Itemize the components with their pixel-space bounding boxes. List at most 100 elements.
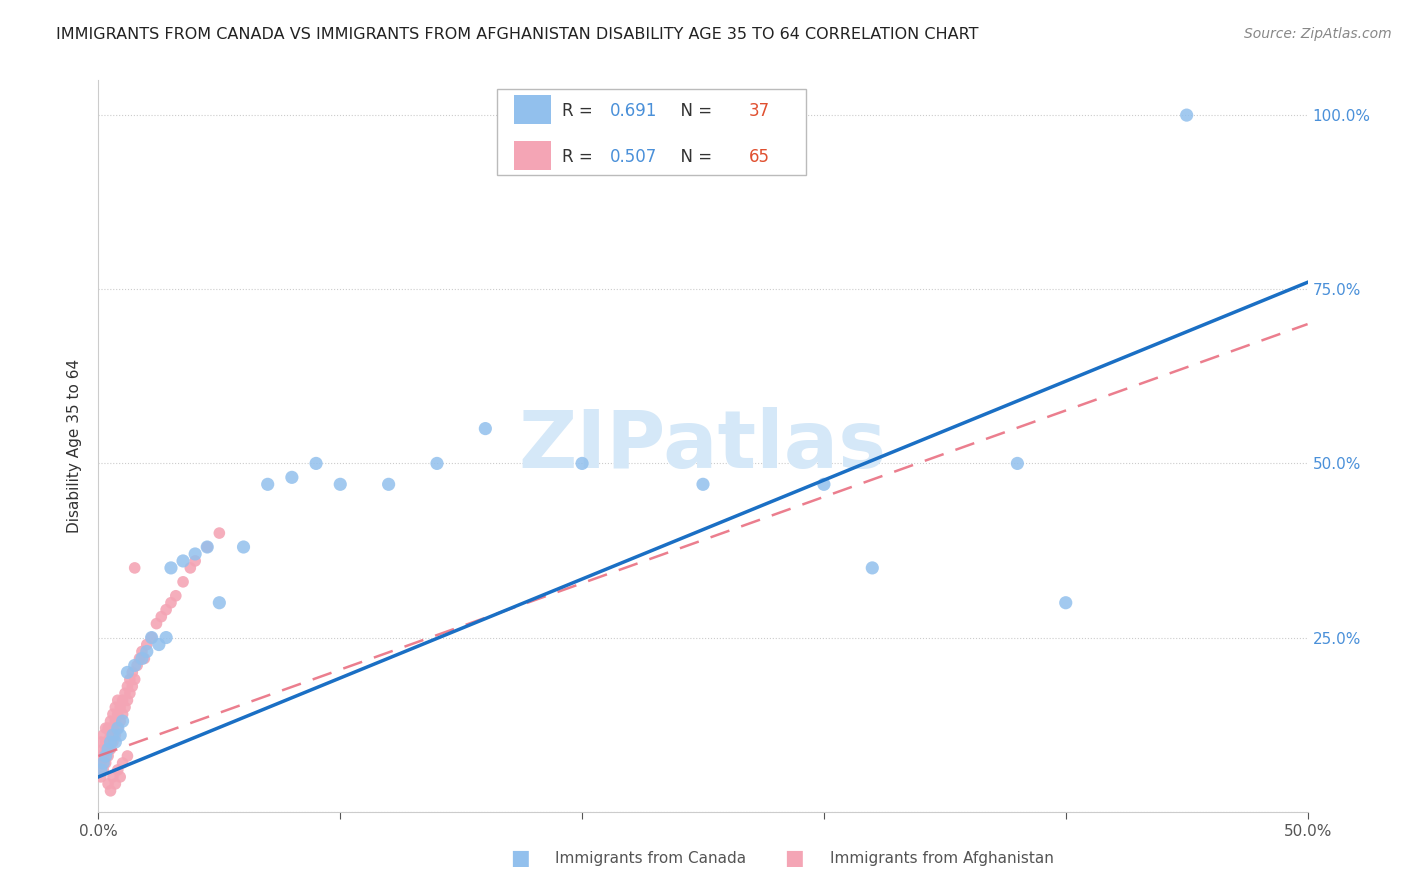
Point: [111, 693, 134, 707]
Point: [108, 700, 131, 714]
Point: [100, 714, 122, 728]
Point: [124, 561, 146, 575]
Point: [101, 728, 124, 742]
Point: [124, 673, 146, 687]
Point: [91, 756, 114, 770]
Point: [131, 651, 153, 665]
Point: [91, 763, 114, 777]
Point: [145, 616, 167, 631]
Point: [118, 673, 141, 687]
Y-axis label: Disability Age 35 to 64: Disability Age 35 to 64: [67, 359, 83, 533]
Point: [305, 457, 328, 471]
Point: [141, 631, 163, 645]
Point: [131, 644, 153, 658]
Point: [232, 540, 254, 554]
Point: [90, 770, 112, 784]
Point: [97, 749, 120, 764]
Point: [100, 735, 122, 749]
Point: [91, 742, 114, 756]
Point: [426, 457, 449, 471]
Point: [155, 631, 177, 645]
Point: [692, 477, 714, 491]
Text: 65: 65: [749, 148, 770, 166]
Point: [377, 477, 399, 491]
FancyBboxPatch shape: [498, 89, 806, 176]
Point: [90, 756, 112, 770]
Text: 0.507: 0.507: [610, 148, 657, 166]
Text: ■: ■: [510, 848, 530, 868]
Point: [90, 735, 112, 749]
Point: [117, 749, 139, 764]
Point: [94, 749, 117, 764]
Point: [160, 596, 183, 610]
Text: ■: ■: [785, 848, 804, 868]
Point: [97, 742, 120, 756]
Point: [108, 770, 131, 784]
Text: R =: R =: [561, 148, 598, 166]
Point: [160, 561, 183, 575]
Text: Immigrants from Afghanistan: Immigrants from Afghanistan: [830, 851, 1053, 865]
Point: [155, 603, 177, 617]
FancyBboxPatch shape: [515, 95, 551, 124]
Point: [104, 714, 127, 728]
Point: [124, 658, 146, 673]
Point: [101, 721, 124, 735]
Point: [127, 658, 149, 673]
Point: [118, 686, 141, 700]
Point: [208, 526, 231, 541]
Point: [571, 457, 593, 471]
Point: [150, 609, 173, 624]
Point: [94, 721, 117, 735]
Point: [184, 547, 207, 561]
Point: [172, 554, 194, 568]
Text: 0.691: 0.691: [610, 102, 657, 120]
Point: [117, 679, 139, 693]
Point: [172, 574, 194, 589]
FancyBboxPatch shape: [515, 141, 551, 170]
Text: Immigrants from Canada: Immigrants from Canada: [555, 851, 747, 865]
Point: [195, 540, 218, 554]
Text: N =: N =: [671, 148, 717, 166]
Point: [107, 763, 129, 777]
Point: [94, 735, 117, 749]
Point: [165, 589, 187, 603]
Text: Source: ZipAtlas.com: Source: ZipAtlas.com: [1244, 27, 1392, 41]
Point: [111, 707, 134, 722]
Point: [121, 665, 143, 680]
Point: [97, 735, 120, 749]
Point: [813, 477, 835, 491]
Point: [90, 749, 112, 764]
Point: [195, 540, 218, 554]
Point: [135, 638, 157, 652]
Text: IMMIGRANTS FROM CANADA VS IMMIGRANTS FROM AFGHANISTAN DISABILITY AGE 35 TO 64 CO: IMMIGRANTS FROM CANADA VS IMMIGRANTS FRO…: [56, 27, 979, 42]
Text: R =: R =: [561, 102, 598, 120]
Point: [91, 749, 114, 764]
Point: [104, 735, 127, 749]
Point: [104, 777, 127, 791]
Point: [108, 714, 131, 728]
Point: [184, 554, 207, 568]
Point: [179, 561, 201, 575]
Point: [117, 693, 139, 707]
Point: [111, 714, 134, 728]
Point: [104, 700, 127, 714]
Point: [1054, 596, 1077, 610]
Point: [94, 756, 117, 770]
Point: [111, 756, 134, 770]
Point: [860, 561, 883, 575]
Point: [281, 470, 304, 484]
Point: [141, 631, 163, 645]
Point: [474, 421, 496, 435]
Point: [100, 784, 122, 798]
Point: [94, 742, 117, 756]
Point: [101, 770, 124, 784]
Point: [97, 777, 120, 791]
Point: [108, 728, 131, 742]
Text: ZIPatlas: ZIPatlas: [519, 407, 887, 485]
Point: [100, 728, 122, 742]
Point: [117, 665, 139, 680]
Point: [121, 679, 143, 693]
Point: [128, 651, 150, 665]
Point: [135, 644, 157, 658]
Point: [107, 707, 129, 722]
